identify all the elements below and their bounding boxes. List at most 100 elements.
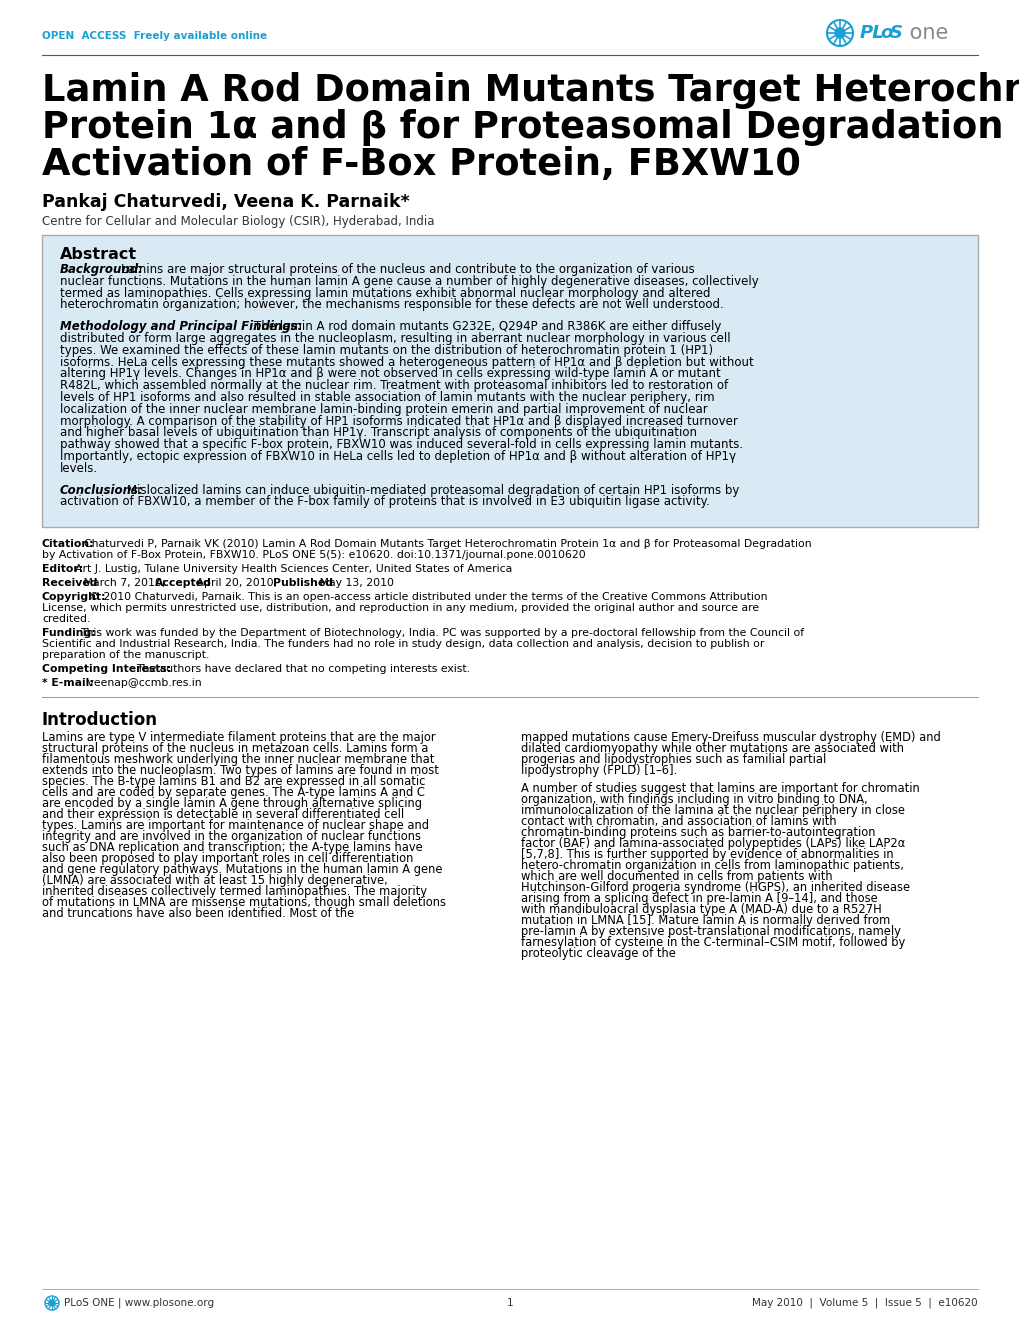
- Text: A number of studies suggest that lamins are important for chromatin: A number of studies suggest that lamins …: [521, 782, 919, 794]
- Text: Chaturvedi P, Parnaik VK (2010) Lamin A Rod Domain Mutants Target Heterochromati: Chaturvedi P, Parnaik VK (2010) Lamin A …: [85, 539, 811, 549]
- Text: Protein 1α and β for Proteasomal Degradation by: Protein 1α and β for Proteasomal Degrada…: [42, 109, 1019, 146]
- Text: altering HP1γ levels. Changes in HP1α and β were not observed in cells expressin: altering HP1γ levels. Changes in HP1α an…: [60, 367, 720, 381]
- Text: and truncations have also been identified. Most of the: and truncations have also been identifie…: [42, 907, 354, 921]
- Text: hetero-chromatin organization in cells from laminopathic patients,: hetero-chromatin organization in cells f…: [521, 859, 903, 872]
- Text: mapped mutations cause Emery-Dreifuss muscular dystrophy (EMD) and: mapped mutations cause Emery-Dreifuss mu…: [521, 731, 940, 744]
- Text: 1: 1: [506, 1299, 513, 1308]
- Text: OPEN  ACCESS  Freely available online: OPEN ACCESS Freely available online: [42, 32, 267, 41]
- Text: such as DNA replication and transcription; the A-type lamins have: such as DNA replication and transcriptio…: [42, 842, 422, 855]
- Text: Methodology and Principal Findings:: Methodology and Principal Findings:: [60, 320, 302, 333]
- Text: This work was funded by the Department of Biotechnology, India. PC was supported: This work was funded by the Department o…: [79, 628, 803, 639]
- Text: types. Lamins are important for maintenance of nuclear shape and: types. Lamins are important for maintena…: [42, 819, 429, 832]
- Circle shape: [49, 1300, 55, 1306]
- Text: S: S: [890, 24, 902, 42]
- Text: Accepted: Accepted: [155, 578, 212, 589]
- Circle shape: [835, 28, 844, 38]
- Text: are encoded by a single lamin A gene through alternative splicing: are encoded by a single lamin A gene thr…: [42, 797, 422, 810]
- Text: PLoS ONE | www.plosone.org: PLoS ONE | www.plosone.org: [64, 1297, 214, 1308]
- Text: chromatin-binding proteins such as barrier-to-autointegration: chromatin-binding proteins such as barri…: [521, 826, 874, 839]
- Text: arising from a splicing defect in pre-lamin A [9–14], and those: arising from a splicing defect in pre-la…: [521, 892, 877, 905]
- Text: Competing Interests:: Competing Interests:: [42, 664, 171, 674]
- Text: Lamins are type V intermediate filament proteins that are the major: Lamins are type V intermediate filament …: [42, 731, 435, 744]
- Text: Editor:: Editor:: [42, 564, 84, 574]
- Text: The lamin A rod domain mutants G232E, Q294P and R386K are either diffusely: The lamin A rod domain mutants G232E, Q2…: [254, 320, 720, 333]
- Text: pre-lamin A by extensive post-translational modifications, namely: pre-lamin A by extensive post-translatio…: [521, 925, 900, 938]
- Text: o: o: [879, 24, 892, 42]
- Text: April 20, 2010;: April 20, 2010;: [193, 578, 280, 589]
- Text: The authors have declared that no competing interests exist.: The authors have declared that no compet…: [137, 664, 470, 674]
- Text: mutation in LMNA [15]. Mature lamin A is normally derived from: mutation in LMNA [15]. Mature lamin A is…: [521, 914, 890, 927]
- Text: termed as laminopathies. Cells expressing lamin mutations exhibit abnormal nucle: termed as laminopathies. Cells expressin…: [60, 287, 710, 299]
- Text: and their expression is detectable in several differentiated cell: and their expression is detectable in se…: [42, 809, 404, 822]
- Text: localization of the inner nuclear membrane lamin-binding protein emerin and part: localization of the inner nuclear membra…: [60, 403, 707, 416]
- Text: contact with chromatin, and association of lamins with: contact with chromatin, and association …: [521, 815, 836, 828]
- Text: with mandibuloacral dysplasia type A (MAD-A) due to a R527H: with mandibuloacral dysplasia type A (MA…: [521, 902, 880, 915]
- Text: morphology. A comparison of the stability of HP1 isoforms indicated that HP1α an: morphology. A comparison of the stabilit…: [60, 415, 737, 428]
- Text: and higher basal levels of ubiquitination than HP1γ. Transcript analysis of comp: and higher basal levels of ubiquitinatio…: [60, 427, 696, 440]
- Text: distributed or form large aggregates in the nucleoplasm, resulting in aberrant n: distributed or form large aggregates in …: [60, 332, 730, 345]
- Text: credited.: credited.: [42, 614, 91, 624]
- Text: R482L, which assembled normally at the nuclear rim. Treatment with proteasomal i: R482L, which assembled normally at the n…: [60, 379, 728, 392]
- Text: by Activation of F-Box Protein, FBXW10. PLoS ONE 5(5): e10620. doi:10.1371/journ: by Activation of F-Box Protein, FBXW10. …: [42, 551, 585, 560]
- Text: License, which permits unrestricted use, distribution, and reproduction in any m: License, which permits unrestricted use,…: [42, 603, 758, 614]
- Text: (LMNA) are associated with at least 15 highly degenerative,: (LMNA) are associated with at least 15 h…: [42, 874, 387, 888]
- Text: Lamin A Rod Domain Mutants Target Heterochromatin: Lamin A Rod Domain Mutants Target Hetero…: [42, 72, 1019, 109]
- Text: nuclear functions. Mutations in the human lamin A gene cause a number of highly : nuclear functions. Mutations in the huma…: [60, 275, 758, 288]
- Text: structural proteins of the nucleus in metazoan cells. Lamins form a: structural proteins of the nucleus in me…: [42, 743, 428, 755]
- Text: species. The B-type lamins B1 and B2 are expressed in all somatic: species. The B-type lamins B1 and B2 are…: [42, 776, 425, 788]
- Text: of mutations in LMNA are missense mutations, though small deletions: of mutations in LMNA are missense mutati…: [42, 896, 445, 909]
- Text: factor (BAF) and lamina-associated polypeptides (LAPs) like LAP2α: factor (BAF) and lamina-associated polyp…: [521, 836, 905, 849]
- Text: farnesylation of cysteine in the C-terminal–CSIM motif, followed by: farnesylation of cysteine in the C-termi…: [521, 936, 905, 948]
- Text: March 7, 2010;: March 7, 2010;: [79, 578, 168, 589]
- Text: Hutchinson-Gilford progeria syndrome (HGPS), an inherited disease: Hutchinson-Gilford progeria syndrome (HG…: [521, 881, 909, 894]
- Text: Art J. Lustig, Tulane University Health Sciences Center, United States of Americ: Art J. Lustig, Tulane University Health …: [75, 564, 512, 574]
- Text: Conclusions:: Conclusions:: [60, 483, 144, 497]
- Text: Mislocalized lamins can induce ubiquitin-mediated proteasomal degradation of cer: Mislocalized lamins can induce ubiquitin…: [126, 483, 738, 497]
- Text: progerias and lipodystrophies such as familial partial: progerias and lipodystrophies such as fa…: [521, 753, 825, 766]
- Text: Copyright:: Copyright:: [42, 593, 106, 602]
- Text: Published: Published: [273, 578, 333, 589]
- Text: extends into the nucleoplasm. Two types of lamins are found in most: extends into the nucleoplasm. Two types …: [42, 764, 438, 777]
- Text: veenap@ccmb.res.in: veenap@ccmb.res.in: [85, 678, 202, 689]
- Text: Scientific and Industrial Research, India. The funders had no role in study desi: Scientific and Industrial Research, Indi…: [42, 639, 763, 649]
- Text: © 2010 Chaturvedi, Parnaik. This is an open-access article distributed under the: © 2010 Chaturvedi, Parnaik. This is an o…: [89, 593, 767, 602]
- Text: inherited diseases collectively termed laminopathies. The majority: inherited diseases collectively termed l…: [42, 885, 427, 898]
- Text: Centre for Cellular and Molecular Biology (CSIR), Hyderabad, India: Centre for Cellular and Molecular Biolog…: [42, 215, 434, 228]
- Text: Introduction: Introduction: [42, 711, 158, 730]
- Text: which are well documented in cells from patients with: which are well documented in cells from …: [521, 869, 832, 882]
- Text: Background:: Background:: [60, 263, 144, 277]
- Text: Abstract: Abstract: [60, 248, 137, 262]
- Text: types. We examined the effects of these lamin mutants on the distribution of het: types. We examined the effects of these …: [60, 344, 712, 357]
- Text: Activation of F-Box Protein, FBXW10: Activation of F-Box Protein, FBXW10: [42, 146, 800, 183]
- Text: levels.: levels.: [60, 462, 98, 475]
- Text: proteolytic cleavage of the: proteolytic cleavage of the: [521, 947, 676, 960]
- Text: PL: PL: [859, 24, 883, 42]
- Text: lipodystrophy (FPLD) [1–6].: lipodystrophy (FPLD) [1–6].: [521, 764, 677, 777]
- FancyBboxPatch shape: [42, 234, 977, 527]
- Text: Received: Received: [42, 578, 98, 589]
- Text: one: one: [902, 22, 948, 43]
- Text: Funding:: Funding:: [42, 628, 96, 639]
- Text: preparation of the manuscript.: preparation of the manuscript.: [42, 651, 209, 660]
- Text: activation of FBXW10, a member of the F-box family of proteins that is involved : activation of FBXW10, a member of the F-…: [60, 495, 709, 508]
- Text: Pankaj Chaturvedi, Veena K. Parnaik*: Pankaj Chaturvedi, Veena K. Parnaik*: [42, 194, 410, 211]
- Text: filamentous meshwork underlying the inner nuclear membrane that: filamentous meshwork underlying the inne…: [42, 753, 434, 766]
- Text: May 2010  |  Volume 5  |  Issue 5  |  e10620: May 2010 | Volume 5 | Issue 5 | e10620: [752, 1297, 977, 1308]
- Text: [5,7,8]. This is further supported by evidence of abnormalities in: [5,7,8]. This is further supported by ev…: [521, 848, 893, 861]
- Text: integrity and are involved in the organization of nuclear functions: integrity and are involved in the organi…: [42, 830, 421, 843]
- Text: May 13, 2010: May 13, 2010: [316, 578, 393, 589]
- Text: and gene regulatory pathways. Mutations in the human lamin A gene: and gene regulatory pathways. Mutations …: [42, 863, 442, 876]
- Text: isoforms. HeLa cells expressing these mutants showed a heterogeneous pattern of : isoforms. HeLa cells expressing these mu…: [60, 356, 753, 369]
- Text: cells and are coded by separate genes. The A-type lamins A and C: cells and are coded by separate genes. T…: [42, 786, 425, 799]
- Text: * E-mail:: * E-mail:: [42, 678, 94, 689]
- Text: heterochromatin organization; however, the mechanisms responsible for these defe: heterochromatin organization; however, t…: [60, 299, 723, 311]
- Text: organization, with findings including in vitro binding to DNA,: organization, with findings including in…: [521, 793, 867, 806]
- Text: levels of HP1 isoforms and also resulted in stable association of lamin mutants : levels of HP1 isoforms and also resulted…: [60, 391, 714, 404]
- Text: Importantly, ectopic expression of FBXW10 in HeLa cells led to depletion of HP1α: Importantly, ectopic expression of FBXW1…: [60, 450, 736, 464]
- Text: immunolocalization of the lamina at the nuclear periphery in close: immunolocalization of the lamina at the …: [521, 803, 904, 817]
- Text: Citation:: Citation:: [42, 539, 95, 549]
- Text: dilated cardiomyopathy while other mutations are associated with: dilated cardiomyopathy while other mutat…: [521, 743, 903, 755]
- Text: pathway showed that a specific F-box protein, FBXW10 was induced several-fold in: pathway showed that a specific F-box pro…: [60, 439, 743, 452]
- Text: Lamins are major structural proteins of the nucleus and contribute to the organi: Lamins are major structural proteins of …: [121, 263, 694, 277]
- Text: also been proposed to play important roles in cell differentiation: also been proposed to play important rol…: [42, 852, 413, 865]
